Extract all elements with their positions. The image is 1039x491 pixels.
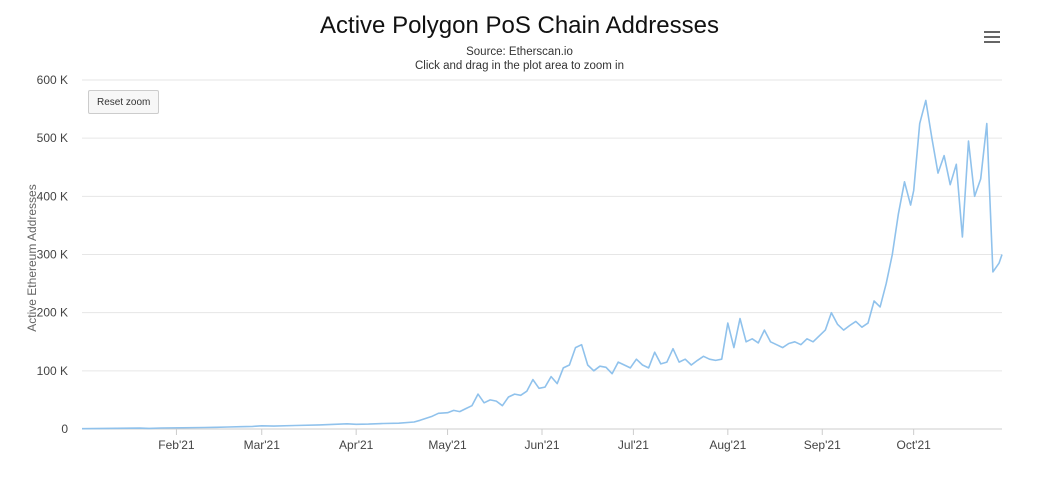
x-tick-label: Oct'21 <box>896 438 931 452</box>
x-tick-label: Sep'21 <box>804 438 841 452</box>
chart-subtitle: Source: Etherscan.io Click and drag in t… <box>0 45 1039 73</box>
hamburger-menu-icon[interactable] <box>982 28 1002 46</box>
y-tick-label: 300 K <box>37 248 68 262</box>
x-tick-label: Aug'21 <box>709 438 746 452</box>
chart-title: Active Polygon PoS Chain Addresses <box>320 12 719 39</box>
reset-zoom-button[interactable]: Reset zoom <box>88 90 160 114</box>
y-tick-label: 200 K <box>37 306 68 320</box>
zoom-hint-text: Click and drag in the plot area to zoom … <box>414 60 625 72</box>
y-tick-label: 100 K <box>37 364 68 378</box>
series-group <box>81 99 1003 430</box>
y-tick-label: 0 <box>61 422 68 436</box>
x-axis-ticks: Feb'21 Mar'21 Apr'21 May'21 Jun'21 Jul'21 Aug'… <box>158 429 931 452</box>
x-tick-label: Jun'21 <box>525 438 560 452</box>
x-tick-label: Mar'21 <box>244 438 281 452</box>
y-axis-label: Active Ethereum Addresses <box>25 184 39 331</box>
x-tick-label: Apr'21 <box>339 438 374 452</box>
x-tick-label: Feb'21 <box>158 438 195 452</box>
y-tick-label: 500 K <box>37 131 68 145</box>
y-tick-label: 600 K <box>37 73 68 87</box>
series-line[interactable] <box>81 99 1003 430</box>
y-tick-label: 400 K <box>37 189 68 203</box>
grid-lines <box>82 79 1002 430</box>
x-tick-label: May'21 <box>428 438 467 452</box>
y-axis-ticks: 0 100 K 200 K 300 K 400 K 500 K 600 K <box>37 73 69 436</box>
source-text: Source: Etherscan.io <box>466 46 573 58</box>
x-tick-label: Jul'21 <box>618 438 649 452</box>
